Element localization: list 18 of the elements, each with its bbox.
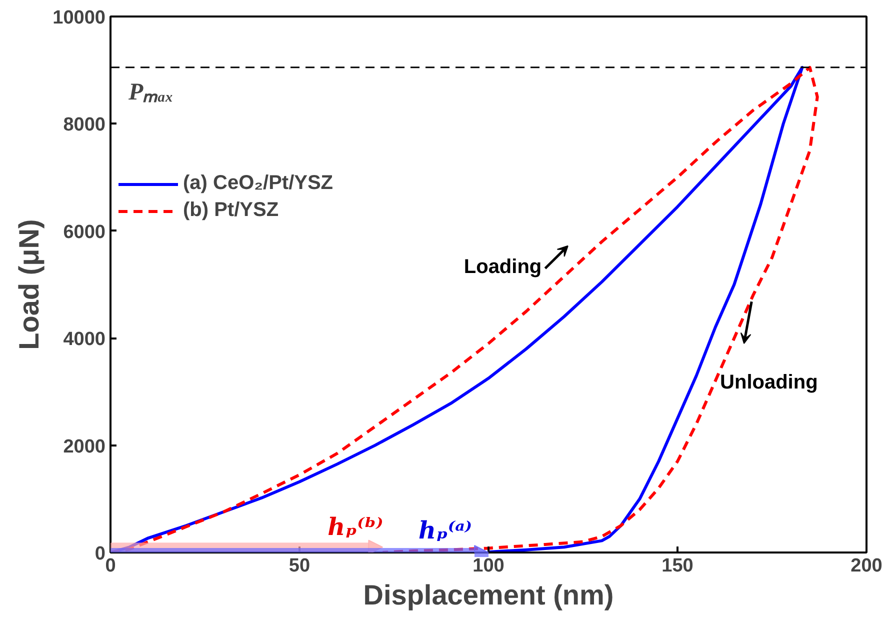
y-tick-label: 6000	[63, 222, 106, 243]
y-tick-label: 8000	[63, 114, 106, 136]
x-tick-label: 100	[472, 556, 504, 576]
y-tick-label: 2000	[63, 436, 106, 458]
annotation: Loading	[464, 256, 542, 278]
x-axis-title: Displacement (nm)	[363, 580, 614, 610]
y-tick-label: 4000	[63, 329, 106, 350]
y-tick-label: 10000	[52, 8, 106, 28]
x-tick-label: 50	[288, 556, 310, 576]
ref-line-label: Pₘₐₓ	[128, 79, 174, 106]
x-tick-label: 200	[850, 556, 882, 576]
annotation: Unloading	[720, 371, 818, 394]
y-axis-title: Load (μN)	[14, 219, 45, 350]
legend-label: (b) Pt/YSZ	[183, 199, 279, 222]
legend-label: (a) CeO₂/Pt/YSZ	[183, 172, 334, 195]
annotation: hₚ⁽ᵃ⁾	[418, 516, 472, 544]
annotation: hₚ⁽ᵇ⁾	[328, 512, 384, 542]
x-tick-label: 150	[662, 556, 694, 576]
